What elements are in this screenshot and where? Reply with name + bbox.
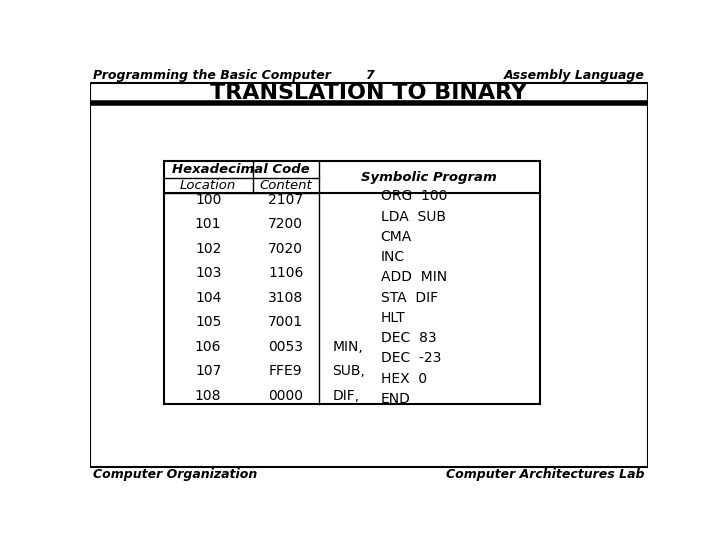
Text: LDA  SUB: LDA SUB xyxy=(381,210,446,224)
Text: 104: 104 xyxy=(195,291,221,305)
Text: 105: 105 xyxy=(195,315,221,329)
Text: Hexadecimal Code: Hexadecimal Code xyxy=(172,163,310,176)
Text: Computer Architectures Lab: Computer Architectures Lab xyxy=(446,468,645,481)
Text: END: END xyxy=(381,392,410,406)
Text: Symbolic Program: Symbolic Program xyxy=(361,171,497,184)
Text: Computer Organization: Computer Organization xyxy=(93,468,257,481)
Text: Location: Location xyxy=(180,179,236,192)
Text: TRANSLATION TO BINARY: TRANSLATION TO BINARY xyxy=(210,83,528,103)
Text: Content: Content xyxy=(259,179,312,192)
Bar xyxy=(163,161,539,403)
Text: DEC  83: DEC 83 xyxy=(381,331,436,345)
Text: STA  DIF: STA DIF xyxy=(381,291,438,305)
Text: 0053: 0053 xyxy=(268,340,303,354)
Text: 103: 103 xyxy=(195,266,221,280)
Text: 7200: 7200 xyxy=(268,217,303,231)
Text: ORG  100: ORG 100 xyxy=(381,190,447,204)
Text: 108: 108 xyxy=(195,389,222,403)
Text: MIN,: MIN, xyxy=(333,340,364,354)
Text: CMA: CMA xyxy=(381,230,412,244)
Text: Assembly Language: Assembly Language xyxy=(504,69,645,82)
Text: 0000: 0000 xyxy=(268,389,303,403)
Text: 3108: 3108 xyxy=(268,291,303,305)
Text: FFE9: FFE9 xyxy=(269,364,302,379)
Text: 100: 100 xyxy=(195,193,221,206)
Text: 2107: 2107 xyxy=(268,193,303,206)
Bar xyxy=(90,83,648,103)
Text: ADD  MIN: ADD MIN xyxy=(381,271,446,285)
Bar xyxy=(90,103,648,467)
Text: 102: 102 xyxy=(195,241,221,255)
Text: HLT: HLT xyxy=(381,311,405,325)
Text: SUB,: SUB, xyxy=(333,364,366,379)
Text: DIF,: DIF, xyxy=(333,389,360,403)
Text: 1106: 1106 xyxy=(268,266,303,280)
Text: 101: 101 xyxy=(195,217,222,231)
Text: 106: 106 xyxy=(195,340,222,354)
Text: INC: INC xyxy=(381,250,405,264)
Text: 7: 7 xyxy=(364,69,374,82)
Text: HEX  0: HEX 0 xyxy=(381,372,427,386)
Text: 7020: 7020 xyxy=(268,241,303,255)
Text: 107: 107 xyxy=(195,364,221,379)
Text: Programming the Basic Computer: Programming the Basic Computer xyxy=(93,69,331,82)
Text: DEC  -23: DEC -23 xyxy=(381,352,441,366)
Text: 7001: 7001 xyxy=(268,315,303,329)
